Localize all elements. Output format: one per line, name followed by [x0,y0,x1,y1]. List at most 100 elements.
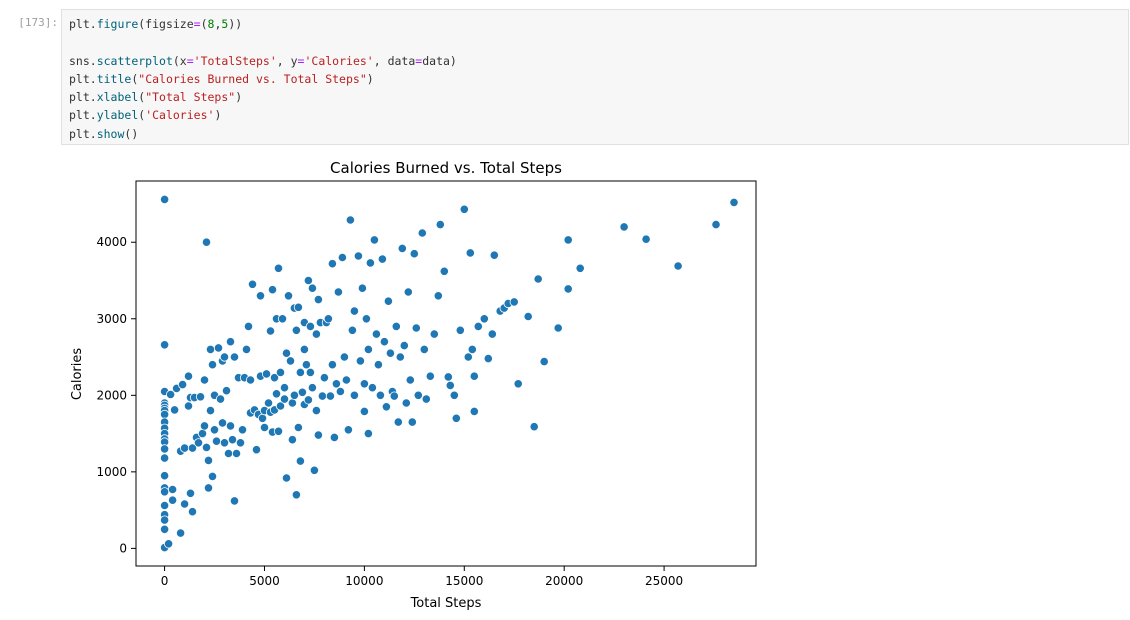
scatter-point [187,443,198,453]
x-tick-label: 0 [161,574,169,588]
scatter-point [160,524,170,534]
scatter-point [297,387,307,397]
code-token: = [193,17,201,31]
scatter-point [413,390,423,400]
scatter-point [201,237,212,247]
scatter-point [345,215,355,225]
scatter-point [295,367,305,377]
scatter-point [291,490,301,500]
scatter-point [353,251,363,261]
scatter-point [229,352,240,362]
y-tick-label: 1000 [96,465,127,479]
scatter-point [160,487,170,497]
scatter-point [285,356,296,366]
scatter-point [465,248,475,258]
scatter-point [319,373,329,383]
scatter-point [265,326,276,336]
scatter-point [385,348,395,358]
scatter-point [209,425,220,435]
scatter-point [219,438,230,448]
scatter-point [673,261,683,271]
scatter-point [309,465,319,475]
scatter-point [361,314,371,324]
code-line: plt.xlabel("Total Steps") [69,88,457,106]
code-token: ) [235,90,243,105]
y-tick-label: 3000 [96,312,127,326]
scatter-point [711,220,721,230]
scatter-point [269,373,280,383]
scatter-point [729,197,739,208]
code-cell[interactable]: plt.figure(figsize=(8,5)) sns.scatterplo… [61,9,1129,145]
cell-prompt: [173]: [18,16,58,29]
scatter-point [293,302,303,312]
scatter-point [327,360,337,370]
code-token: ( [138,90,146,105]
scatter-point [237,425,248,435]
scatter-point [180,443,190,453]
scatter-point [203,483,214,493]
scatter-point [451,413,461,423]
scatter-point [301,360,311,370]
scatter-point [205,405,216,416]
scatter-point [365,258,375,268]
scatter-point [395,352,405,362]
scatter-point [375,390,385,400]
chart-title: Calories Burned vs. Total Steps [330,159,562,177]
code-token: ylabel [96,108,139,123]
code-token: plt. [69,126,97,141]
scatter-point [243,321,254,331]
code-token: (x [172,53,187,68]
code-token: sns. [69,53,97,68]
scatter-point [349,306,359,316]
scatter-point [473,321,483,331]
scatter-point [170,405,180,415]
scatter-point [443,372,453,382]
scatter-point [307,383,317,393]
code-token: scatterplot [96,53,173,68]
scatter-point [183,371,194,381]
scatter-point [407,417,417,427]
code-token: 'Calories' [145,108,215,123]
scatter-point [313,430,323,440]
scatter-point [483,354,493,364]
y-tick-label: 0 [119,541,127,555]
scatter-point [259,422,270,433]
plot-area [135,180,757,567]
code-token: = [186,53,194,68]
scatter-point [295,456,305,466]
scatter-point [339,352,349,362]
scatter-point [255,291,266,301]
scatter-point [225,337,236,347]
scatter-point [164,539,174,549]
code-token: )) [228,17,243,31]
scatter-point [166,389,176,400]
y-axis-label: Calories [70,348,85,401]
scatter-point [231,448,242,459]
code-line: plt.ylabel('Calories') [69,106,457,124]
x-tick-label: 20000 [545,574,583,588]
scatter-point [333,287,343,297]
scatter-point [275,401,286,411]
scatter-point [347,325,357,335]
scatter-point [425,371,435,381]
scatter-point [160,444,170,454]
scatter-point [479,314,489,324]
scatter-point [176,528,186,538]
scatter-point [211,436,222,446]
scatter-point [487,329,497,339]
scatter-point [335,386,345,397]
code-editor[interactable]: plt.figure(figsize=(8,5)) sns.scatterplo… [69,15,457,143]
scatter-point [529,422,539,432]
code-token: ( [200,17,208,31]
scatter-point [160,515,170,525]
scatter-point [199,421,210,431]
y-tick-label: 2000 [96,388,127,402]
scatter-point [393,417,403,427]
scatter-point [429,329,439,339]
scatter-point [160,500,170,511]
scatter-point [217,418,228,428]
x-axis-ticks: 0 5000 10000 15000 20000 25000 [161,566,683,588]
scatter-point [379,337,389,347]
scatter-point [245,375,256,385]
scatter-point [405,375,415,385]
